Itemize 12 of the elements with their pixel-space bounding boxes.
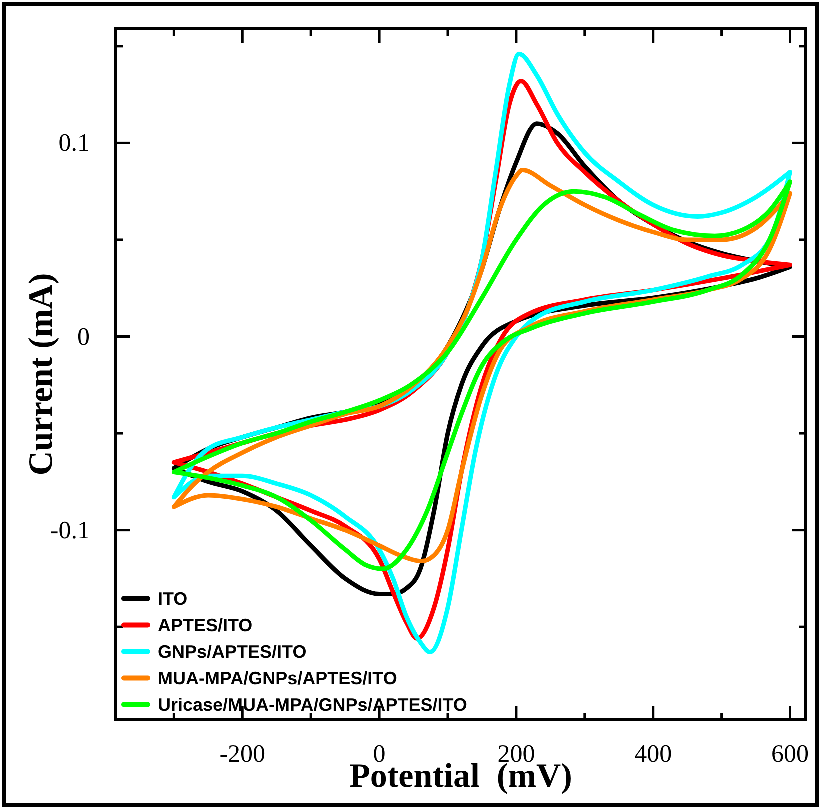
x-tick-label: 600	[772, 740, 810, 768]
y-axis-title: Current (mA)	[23, 273, 60, 476]
legend-label: ITO	[158, 589, 188, 610]
legend-label: MUA-MPA/GNPs/APTES/ITO	[158, 668, 398, 689]
legend-label: APTES/ITO	[158, 616, 253, 636]
y-tick-label: 0	[78, 324, 90, 351]
x-tick-label: 400	[634, 740, 672, 768]
legend-label: GNPs/APTES/ITO	[158, 642, 307, 662]
x-tick-label: -200	[220, 740, 266, 768]
y-tick-label: 0.1	[58, 130, 90, 158]
y-tick-label: -0.1	[50, 517, 90, 544]
legend-label: Uricase/MUA-MPA/GNPs/APTES/ITO	[158, 695, 468, 716]
